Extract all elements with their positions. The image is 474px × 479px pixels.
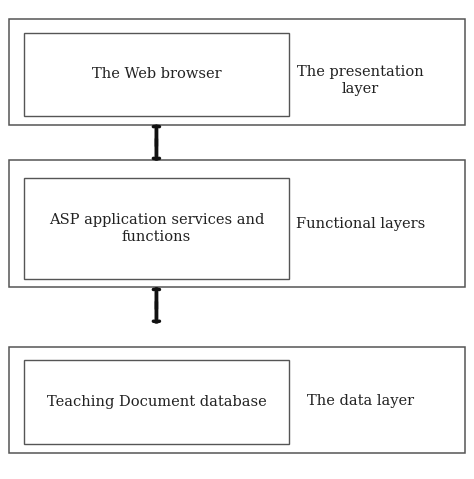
Text: ASP application services and
functions: ASP application services and functions [49,213,264,244]
Bar [24,178,289,279]
Bar [9,160,465,287]
Bar [9,19,465,125]
Bar [9,347,465,453]
Text: The Web browser: The Web browser [91,68,221,81]
Text: Functional layers: Functional layers [296,217,425,231]
Text: The presentation
layer: The presentation layer [297,65,424,96]
Bar [24,360,289,444]
Text: The data layer: The data layer [307,394,414,408]
Bar [24,33,289,116]
Text: Teaching Document database: Teaching Document database [46,395,266,409]
